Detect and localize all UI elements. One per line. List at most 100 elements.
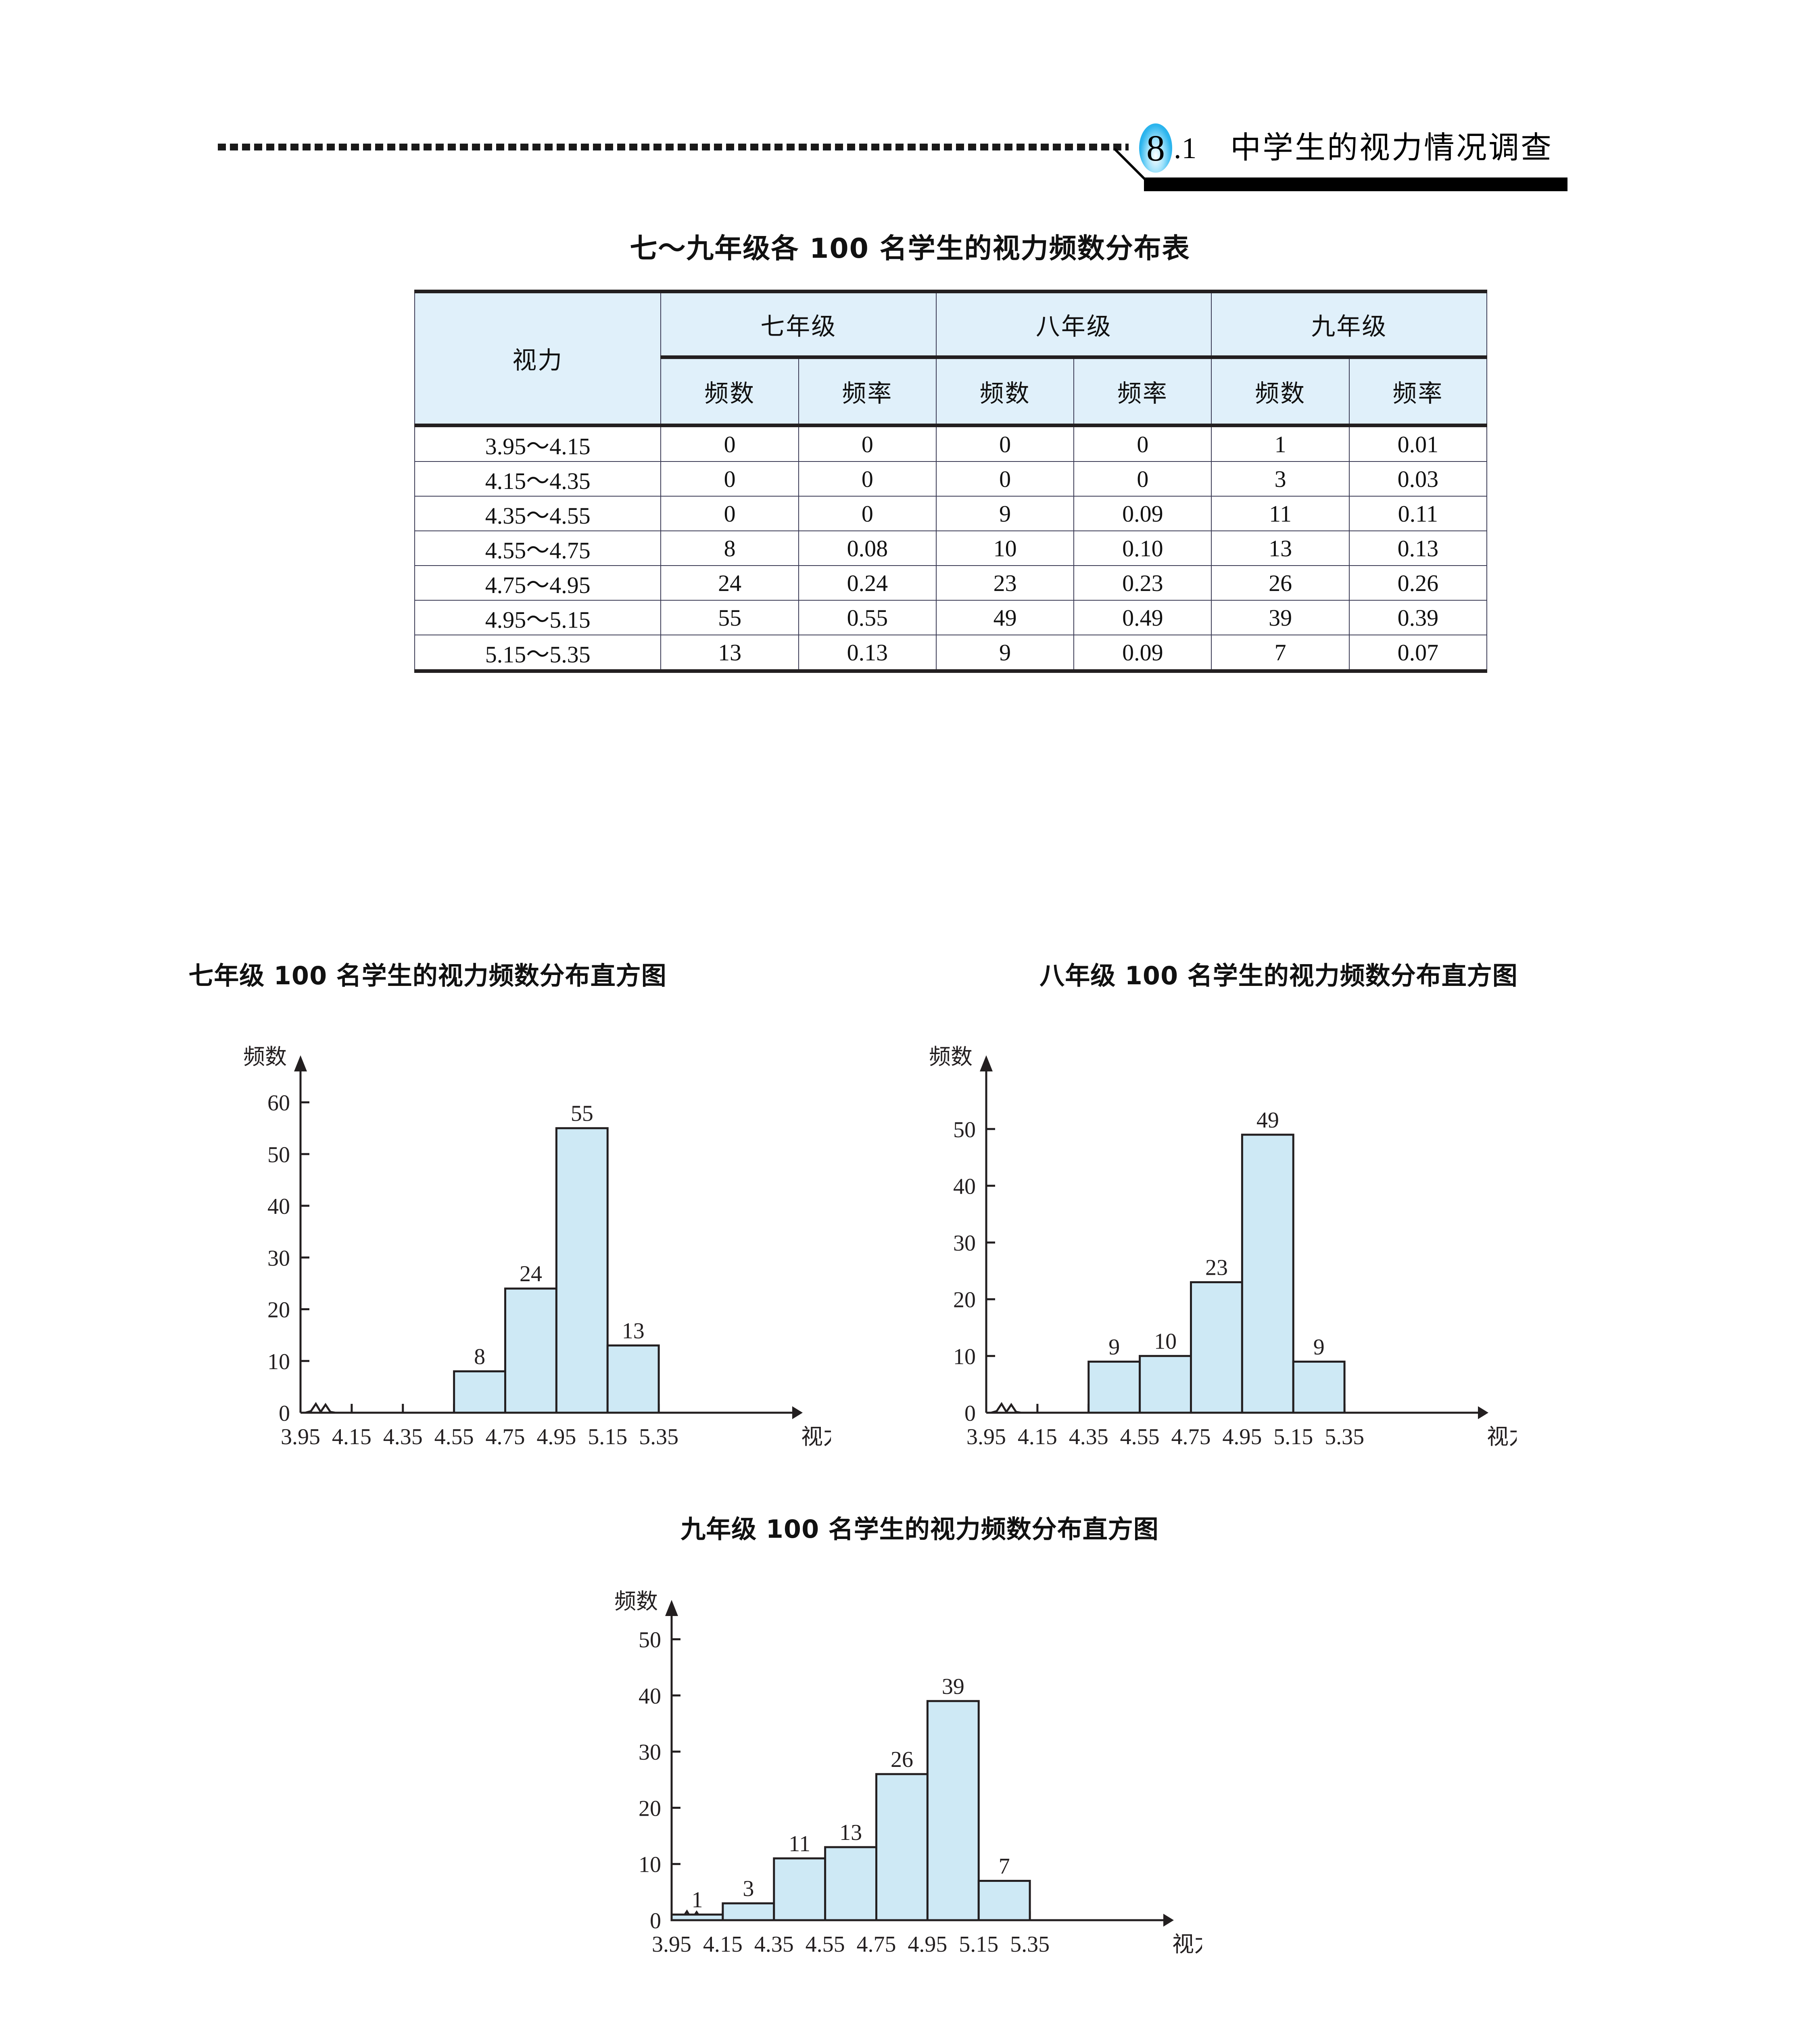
y-tick-label: 10 (267, 1349, 290, 1374)
x-axis-break-mark (991, 1402, 1021, 1414)
x-tick-label: 4.35 (383, 1424, 423, 1449)
x-axis-break-mark (305, 1402, 336, 1414)
table-cell-value: 39 (1211, 600, 1350, 635)
x-tick-label: 4.35 (1069, 1424, 1108, 1449)
table-cell-value: 0.10 (1073, 530, 1212, 566)
table-row: 4.95～5.15 55 0.55 49 0.49 39 0.39 (414, 600, 1488, 635)
histogram-bar (722, 1902, 775, 1921)
table-title: 七～九年级各 100 名学生的视力频数分布表 (630, 233, 1190, 265)
y-axis-label: 频数 (614, 1589, 658, 1614)
y-tick-label: 0 (650, 1908, 661, 1933)
table-cell-vision: 4.75～4.95 (414, 565, 662, 601)
x-tick-label: 3.95 (652, 1932, 691, 1957)
x-tick-label: 3.95 (966, 1424, 1006, 1449)
table-cell-value: 0 (798, 496, 937, 531)
bar-value-label: 23 (1205, 1255, 1228, 1280)
chart-title-grade8: 八年级 100 名学生的视力频数分布直方图 (1039, 961, 1518, 990)
x-tick-label: 4.55 (434, 1424, 474, 1449)
x-tick-label: 5.15 (588, 1424, 627, 1449)
table-cell-value: 10 (935, 530, 1075, 566)
x-tick-label: 5.35 (1010, 1932, 1050, 1957)
y-tick-label: 20 (267, 1298, 290, 1323)
y-tick-label: 30 (639, 1740, 661, 1765)
y-tick-label: 0 (964, 1401, 976, 1426)
x-tick-label: 4.75 (1171, 1424, 1211, 1449)
frequency-distribution-table: 视力 七年级 八年级 九年级 频数 频率 频数 频率 频数 频率 3.95～4.… (414, 290, 1488, 673)
table-cell-vision: 5.15～5.35 (414, 635, 662, 673)
histogram-grade8: 0 10 20 30 40 50 3.95 4.15 4.35 4.55 4.75 4.95 5.15 5… (904, 1037, 1517, 1464)
section-number: .1 (1174, 132, 1197, 165)
bar-value-label: 9 (1108, 1334, 1120, 1359)
table-cell-value: 0 (660, 424, 799, 462)
y-tick-label: 50 (639, 1628, 661, 1653)
table-cell-value: 0.03 (1348, 461, 1488, 497)
chapter-badge-oval (1139, 123, 1172, 173)
table-cell-value: 0 (798, 424, 937, 462)
bar-value-label: 49 (1256, 1108, 1279, 1133)
table-cell-value: 9 (935, 635, 1075, 673)
x-tick-label: 4.55 (1120, 1424, 1160, 1449)
histogram-svg: 0 10 20 30 40 50 60 3.95 4.15 4.35 4.55 4.75 4.95 5.1… (243, 1044, 831, 1449)
histogram-bar (773, 1857, 827, 1921)
y-axis-arrow (665, 1600, 678, 1616)
table-cell-value: 13 (660, 635, 799, 673)
y-tick-label: 10 (953, 1344, 976, 1369)
table-cell-value: 0.23 (1073, 565, 1212, 601)
table-cell-value: 26 (1211, 565, 1350, 601)
x-tick-label: 4.55 (806, 1932, 845, 1957)
y-tick-label: 60 (267, 1091, 290, 1116)
chapter-number: 8 (1146, 127, 1165, 169)
table-cell-value: 0 (660, 461, 799, 497)
histogram-bar (1241, 1134, 1294, 1414)
table-cell-vision: 4.35～4.55 (414, 496, 662, 531)
table-subheader-rate-9: 频率 (1348, 357, 1488, 426)
table-cell-value: 0 (660, 496, 799, 531)
table-cell-value: 0.39 (1348, 600, 1488, 635)
table-cell-value: 7 (1211, 635, 1350, 673)
chart-title-grade9: 九年级 100 名学生的视力频数分布直方图 (680, 1514, 1159, 1544)
histogram-bar (824, 1846, 877, 1921)
bar-value-label: 7 (999, 1854, 1010, 1879)
chart-title-grade7: 七年级 100 名学生的视力频数分布直方图 (188, 961, 667, 990)
table-cell-value: 0 (1073, 461, 1212, 497)
bar-value-label: 3 (743, 1876, 754, 1901)
histogram-grade7: 0 10 20 30 40 50 60 3.95 4.15 4.35 4.55 4.75 4.95 5.1… (218, 1037, 831, 1464)
x-axis-label: 视力 (1172, 1931, 1202, 1957)
table-cell-vision: 4.15～4.35 (414, 461, 662, 497)
y-axis-label: 频数 (243, 1044, 287, 1069)
table-cell-value: 0 (1073, 424, 1212, 462)
bar-value-label: 9 (1313, 1334, 1325, 1359)
table-cell-vision: 4.55～4.75 (414, 530, 662, 566)
bar-value-label: 13 (622, 1318, 645, 1343)
table-cell-value: 0 (935, 461, 1075, 497)
histogram-bar (555, 1127, 609, 1414)
table-subheader-count-8: 频数 (935, 357, 1075, 426)
x-tick-label: 4.15 (1018, 1424, 1057, 1449)
histogram-bar (606, 1344, 660, 1414)
x-tick-label: 4.95 (536, 1424, 576, 1449)
table-header-grade-9: 九年级 (1211, 290, 1487, 359)
histogram-bar (1190, 1281, 1243, 1414)
bar-value-label: 1 (691, 1888, 703, 1913)
table-cell-value: 23 (935, 565, 1075, 601)
x-tick-label: 4.95 (1222, 1424, 1262, 1449)
x-axis-arrow (1478, 1406, 1488, 1419)
bar-value-label: 11 (789, 1831, 810, 1856)
x-axis-arrow (792, 1406, 803, 1419)
bar-value-label: 26 (891, 1747, 913, 1772)
table-head: 视力 七年级 八年级 九年级 频数 频率 频数 频率 频数 频率 (414, 290, 1488, 426)
y-tick-label: 0 (279, 1401, 290, 1426)
table-row: 4.35～4.55 0 0 9 0.09 11 0.11 (414, 496, 1488, 531)
y-tick-label: 20 (639, 1796, 661, 1821)
bar-value-label: 55 (571, 1101, 593, 1126)
x-tick-label: 4.15 (703, 1932, 743, 1957)
histogram-bar (1292, 1360, 1346, 1414)
histogram-svg: 0 10 20 30 40 50 3.95 4.15 4.35 4.55 4.75 4.95 5.15 5… (929, 1044, 1517, 1449)
table-cell-value: 9 (935, 496, 1075, 531)
table-cell-value: 0.49 (1073, 600, 1212, 635)
x-axis-label: 视力 (801, 1424, 831, 1449)
y-tick-label: 40 (639, 1684, 661, 1709)
header-connector-line (1114, 148, 1148, 182)
y-tick-label: 30 (953, 1231, 976, 1256)
table-cell-value: 13 (1211, 530, 1350, 566)
